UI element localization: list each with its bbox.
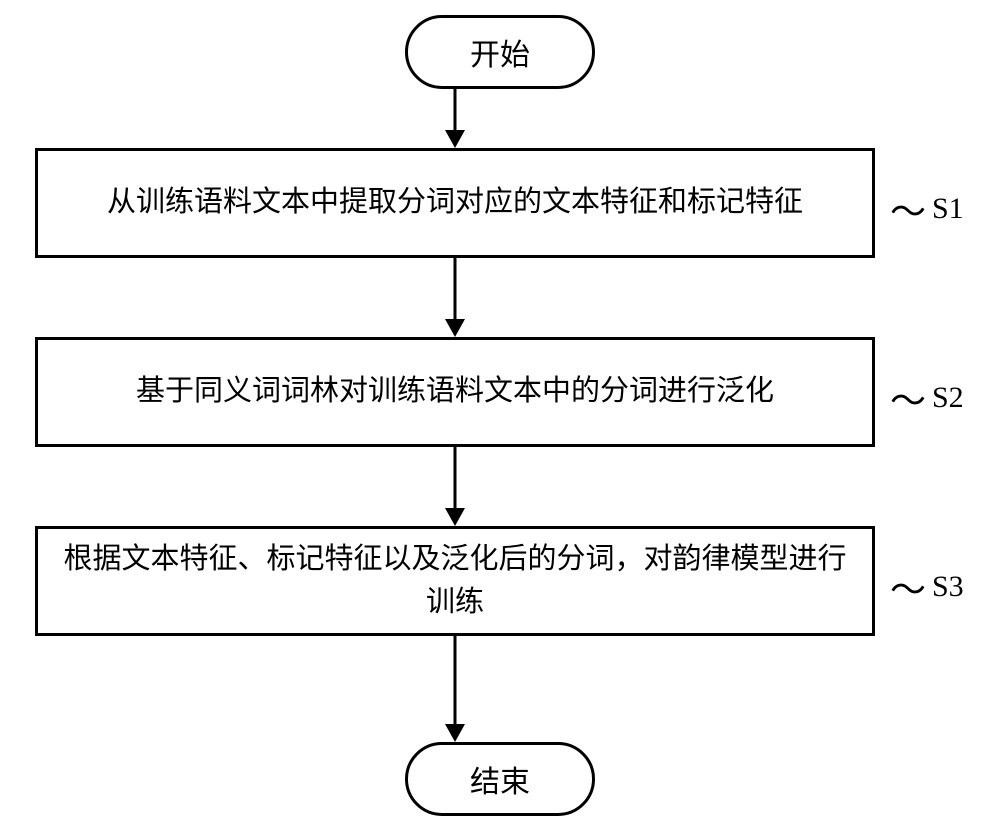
tilde-1: 〜 [890, 194, 926, 230]
flowchart-canvas: 开始 从训练语料文本中提取分词对应的文本特征和标记特征 〜 S1 基于同义词词林… [0, 0, 1000, 831]
process-step-3: 根据文本特征、标记特征以及泛化后的分词，对韵律模型进行训练 [35, 526, 875, 636]
process-step-2: 基于同义词词林对训练语料文本中的分词进行泛化 [35, 337, 875, 447]
process-step-1-text: 从训练语料文本中提取分词对应的文本特征和标记特征 [107, 181, 803, 225]
process-step-2-text: 基于同义词词林对训练语料文本中的分词进行泛化 [136, 370, 774, 414]
tilde-3: 〜 [890, 572, 926, 608]
terminal-end: 结束 [405, 742, 595, 816]
step-label-1: S1 [932, 192, 964, 226]
terminal-end-text: 结束 [470, 757, 530, 801]
step-label-3: S3 [932, 570, 964, 604]
step-label-2: S2 [932, 381, 964, 415]
terminal-start-text: 开始 [470, 30, 530, 74]
process-step-1: 从训练语料文本中提取分词对应的文本特征和标记特征 [35, 148, 875, 258]
process-step-3-text: 根据文本特征、标记特征以及泛化后的分词，对韵律模型进行训练 [58, 538, 852, 625]
terminal-start: 开始 [405, 15, 595, 89]
tilde-2: 〜 [890, 383, 926, 419]
